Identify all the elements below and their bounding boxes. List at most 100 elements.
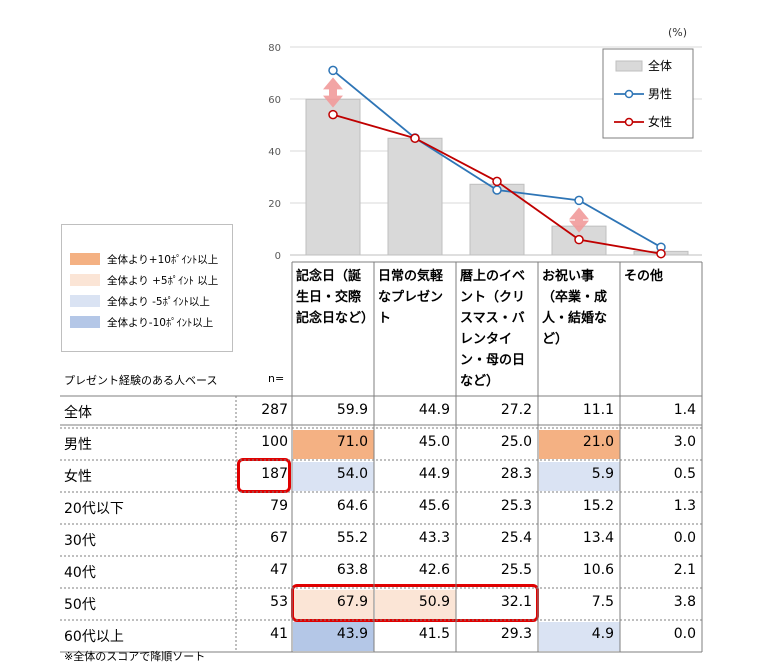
- cell-shade: [293, 430, 374, 459]
- value-cell: 43.3: [418, 530, 450, 546]
- bar-2: [469, 183, 525, 256]
- bar-series: [305, 98, 689, 256]
- value-cell: 71.0: [336, 434, 368, 450]
- row-label: 男性: [64, 437, 92, 453]
- value-cell: 15.2: [582, 498, 614, 514]
- n-cell: 287: [261, 402, 288, 418]
- cell-shade: [539, 622, 620, 651]
- value-cell: 3.8: [673, 594, 696, 610]
- value-cell: 3.0: [673, 434, 696, 450]
- point-男性-3: [574, 195, 584, 206]
- value-cell: 7.5: [591, 594, 614, 610]
- value-cell: 5.9: [591, 466, 614, 482]
- line-series: [328, 65, 666, 259]
- row-label: 40代: [64, 565, 96, 581]
- n-cell: 41: [270, 626, 288, 642]
- value-cell: 0.0: [673, 626, 696, 642]
- shade-swatch: [70, 253, 100, 265]
- difference-arrows: [323, 77, 589, 233]
- n-cell: 187: [261, 466, 288, 482]
- cell-shade: [293, 590, 374, 619]
- point-女性-4: [656, 248, 666, 259]
- value-cell: 50.9: [418, 594, 450, 610]
- value-cell: 54.0: [336, 466, 368, 482]
- value-cell: 55.2: [336, 530, 368, 546]
- difference-arrow-0: [323, 77, 343, 108]
- n-header: n=: [268, 372, 285, 385]
- row-label: 50代: [64, 597, 96, 613]
- shade-swatch: [70, 316, 100, 328]
- column-header-4: その他: [624, 269, 664, 284]
- row-label: 30代: [64, 533, 96, 549]
- value-cell: 45.0: [418, 434, 450, 450]
- point-女性-0: [328, 109, 338, 120]
- column-header-1: 日常の気軽なプレゼント: [378, 269, 444, 326]
- n-cell: 79: [270, 498, 288, 514]
- value-cell: 43.9: [336, 626, 368, 642]
- legend-label-男性: 男性: [648, 87, 672, 101]
- point-男性-0: [328, 65, 338, 76]
- shade-legend-label: 全体より +5ﾎﾟｲﾝﾄ 以上: [107, 274, 219, 287]
- shade-legend-label: 全体より-10ﾎﾟｲﾝﾄ以上: [107, 316, 214, 329]
- n-cell: 53: [270, 594, 288, 610]
- value-cell: 25.5: [500, 562, 532, 578]
- point-女性-3: [574, 234, 584, 245]
- value-cell: 28.3: [500, 466, 532, 482]
- value-cell: 41.5: [418, 626, 450, 642]
- value-cell: 25.3: [500, 498, 532, 514]
- shade-swatch: [70, 274, 100, 286]
- point-女性-2: [492, 176, 502, 187]
- value-cell: 44.9: [418, 402, 450, 418]
- value-cell: 64.6: [336, 498, 368, 514]
- shade-legend-label: 全体より+10ﾎﾟｲﾝﾄ以上: [107, 253, 219, 266]
- legend-marker-女性: [624, 117, 634, 127]
- shade-legend-item: 全体より-10ﾎﾟｲﾝﾄ以上: [70, 315, 213, 329]
- point-女性-1: [410, 133, 420, 144]
- shading-legend: 全体より+10ﾎﾟｲﾝﾄ以上 全体より +5ﾎﾟｲﾝﾄ 以上 全体より -5ﾎﾟｲﾝ…: [61, 224, 233, 352]
- row-label: 女性: [64, 469, 92, 485]
- value-cell: 13.4: [582, 530, 614, 546]
- y-axis-ticks: 0 20 40 60 80: [268, 43, 281, 262]
- row-label: 全体: [64, 405, 92, 421]
- value-cell: 4.9: [591, 626, 614, 642]
- footnote: ※全体のスコアで降順ソート: [64, 650, 206, 663]
- value-cell: 25.0: [500, 434, 532, 450]
- y-tick-label: 60: [268, 95, 281, 106]
- legend-marker-男性: [624, 89, 634, 99]
- value-cell: 45.6: [418, 498, 450, 514]
- n-cell: 67: [270, 530, 288, 546]
- value-cell: 42.6: [418, 562, 450, 578]
- cell-shade: [539, 430, 620, 459]
- value-cell: 44.9: [418, 466, 450, 482]
- legend-swatch-全体: [615, 60, 643, 72]
- value-cell: 59.9: [336, 402, 368, 418]
- shade-legend-item: 全体より +5ﾎﾟｲﾝﾄ 以上: [70, 273, 218, 287]
- value-cell: 27.2: [500, 402, 532, 418]
- base-label: プレゼント経験のある人ベース: [64, 374, 218, 387]
- cell-shade: [293, 462, 374, 491]
- value-cell: 1.4: [673, 402, 696, 418]
- y-tick-label: 20: [268, 199, 281, 210]
- row-label: 60代以上: [64, 629, 124, 645]
- column-header-3: お祝い事（卒業・成人・結婚など）: [542, 269, 608, 347]
- cell-shade: [293, 622, 374, 651]
- value-cell: 29.3: [500, 626, 532, 642]
- shade-legend-label: 全体より -5ﾎﾟｲﾝﾄ以上: [107, 295, 210, 308]
- n-cell: 47: [270, 562, 288, 578]
- cell-shade: [539, 462, 620, 491]
- value-cell: 25.4: [500, 530, 532, 546]
- bar-1: [387, 137, 443, 256]
- value-cell: 11.1: [582, 402, 614, 418]
- value-cell: 2.1: [673, 562, 696, 578]
- value-cell: 32.1: [500, 594, 532, 610]
- value-cell: 1.3: [673, 498, 696, 514]
- value-cell: 0.5: [673, 466, 696, 482]
- y-tick-label: 40: [268, 147, 281, 158]
- y-tick-label: 0: [275, 251, 281, 262]
- y-tick-label: 80: [268, 43, 281, 54]
- row-label: 20代以下: [64, 501, 124, 517]
- bar-0: [305, 98, 361, 256]
